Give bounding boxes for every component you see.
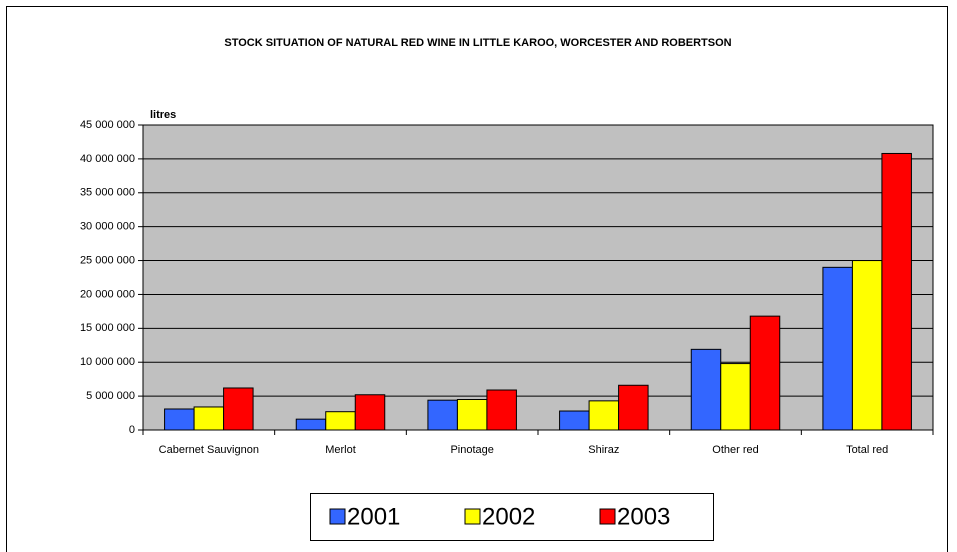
y-tick-label: 45 000 000 bbox=[80, 119, 135, 131]
x-tick-label: Shiraz bbox=[588, 444, 619, 456]
bar bbox=[822, 266, 853, 431]
bar bbox=[295, 418, 327, 431]
legend-swatch bbox=[329, 508, 346, 525]
legend bbox=[310, 493, 714, 541]
bar bbox=[193, 406, 225, 431]
x-tick-label: Merlot bbox=[325, 444, 356, 456]
y-tick-label: 30 000 000 bbox=[80, 221, 135, 233]
y-tick-label: 35 000 000 bbox=[80, 187, 135, 199]
legend-swatch bbox=[599, 508, 616, 525]
bar bbox=[690, 348, 722, 431]
y-tick-label: 0 bbox=[129, 424, 135, 436]
x-tick-label: Other red bbox=[712, 444, 758, 456]
bar bbox=[354, 394, 386, 431]
bar bbox=[881, 152, 912, 431]
chart-title: STOCK SITUATION OF NATURAL RED WINE IN L… bbox=[224, 37, 731, 49]
x-tick-label: Cabernet Sauvignon bbox=[159, 444, 259, 456]
y-tick-label: 15 000 000 bbox=[80, 322, 135, 334]
legend-swatch bbox=[464, 508, 481, 525]
x-tick-label: Total red bbox=[846, 444, 888, 456]
y-tick-label: 5 000 000 bbox=[86, 390, 135, 402]
legend-label: 2003 bbox=[617, 503, 670, 530]
y-tick-label: 20 000 000 bbox=[80, 288, 135, 300]
plot-area bbox=[142, 124, 934, 431]
bar bbox=[559, 410, 590, 431]
bar bbox=[325, 411, 356, 431]
bar bbox=[456, 399, 488, 431]
bar bbox=[851, 260, 883, 431]
bar bbox=[486, 389, 517, 431]
legend-label: 2002 bbox=[482, 503, 535, 530]
bar bbox=[223, 387, 254, 431]
bar bbox=[427, 399, 458, 431]
y-tick-label: 25 000 000 bbox=[80, 254, 135, 266]
bar bbox=[588, 400, 620, 431]
x-tick-label: Pinotage bbox=[450, 444, 493, 456]
bar bbox=[164, 408, 195, 431]
bar bbox=[749, 315, 781, 431]
y-tick-label: 40 000 000 bbox=[80, 153, 135, 165]
bar bbox=[618, 384, 649, 431]
y-tick-label: 10 000 000 bbox=[80, 356, 135, 368]
legend-label: 2001 bbox=[347, 503, 400, 530]
bar bbox=[720, 363, 751, 431]
y-axis-label: litres bbox=[150, 109, 176, 121]
